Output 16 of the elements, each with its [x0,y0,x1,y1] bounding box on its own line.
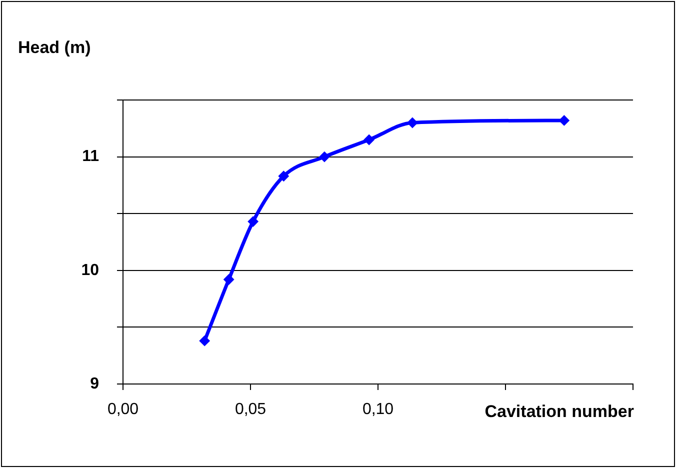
y-tick-label: 10 [81,262,100,279]
point [559,116,569,126]
x-tick-label: 0,00 [107,401,139,418]
point [320,152,330,162]
point [408,118,418,128]
x-tick-label: 0,05 [234,401,266,418]
point [200,336,210,346]
point [278,171,288,181]
x-axis-title: Cavitation number [484,402,634,422]
point [364,135,374,145]
point [248,216,258,226]
y-axis-title: Head (m) [18,38,91,58]
x-tick-label: 0,10 [362,401,394,418]
point [224,274,234,284]
y-tick-label: 9 [90,375,100,392]
y-tick-label: 11 [82,148,100,166]
